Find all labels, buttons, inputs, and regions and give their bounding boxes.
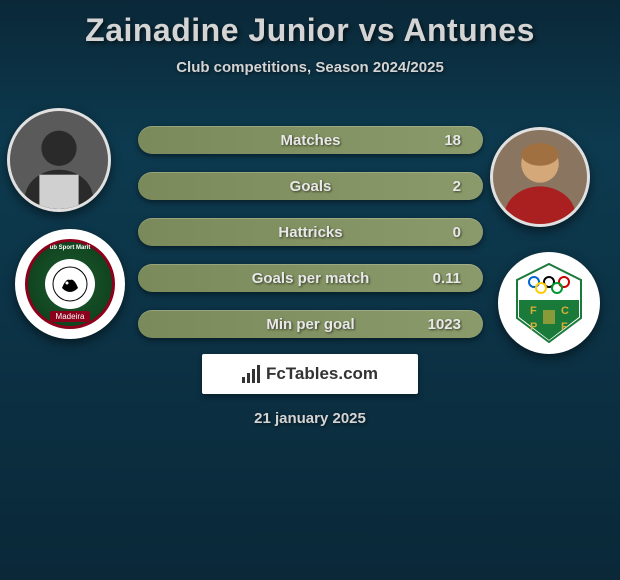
stat-label: Matches — [280, 132, 340, 149]
team-logo-left: ub Sport Marit Madeira — [15, 229, 125, 339]
fctables-label: FcTables.com — [266, 364, 378, 384]
team-logo-right: F C P F — [498, 252, 600, 354]
avatar-placeholder-icon — [493, 130, 587, 224]
stat-right-value: 0.11 — [431, 270, 461, 287]
crest-banner: Madeira — [50, 311, 91, 322]
stat-right-value: 18 — [431, 132, 461, 149]
crest-top-text: ub Sport Marit — [50, 245, 91, 251]
svg-text:F: F — [561, 321, 568, 333]
avatar-placeholder-icon — [10, 111, 108, 209]
stat-label: Min per goal — [266, 316, 354, 333]
stat-row-matches: Matches 18 — [138, 126, 483, 154]
stat-right-value: 2 — [431, 178, 461, 195]
stat-right-value: 1023 — [428, 316, 461, 333]
stat-label: Goals per match — [252, 270, 370, 287]
stat-right-value: 0 — [431, 224, 461, 241]
stat-label: Hattricks — [278, 224, 342, 241]
maritimo-crest: ub Sport Marit Madeira — [25, 239, 115, 329]
stat-row-hattricks: Hattricks 0 — [138, 218, 483, 246]
player-avatar-left — [7, 108, 111, 212]
svg-text:P: P — [530, 321, 537, 333]
fctables-badge[interactable]: FcTables.com — [202, 354, 418, 394]
barchart-icon — [242, 365, 260, 383]
svg-text:F: F — [530, 305, 537, 317]
comparison-card: Zainadine Junior vs Antunes Club competi… — [0, 0, 620, 580]
page-title: Zainadine Junior vs Antunes — [0, 0, 620, 49]
lion-icon — [45, 259, 95, 309]
pacos-crest: F C P F — [513, 262, 585, 344]
svg-text:C: C — [561, 305, 569, 317]
date-label: 21 january 2025 — [0, 410, 620, 427]
stat-label: Goals — [290, 178, 332, 195]
stat-row-goals: Goals 2 — [138, 172, 483, 200]
subtitle: Club competitions, Season 2024/2025 — [0, 59, 620, 76]
player-avatar-right — [490, 127, 590, 227]
stats-list: Matches 18 Goals 2 Hattricks 0 Goals per… — [138, 126, 483, 356]
stat-row-gpm: Goals per match 0.11 — [138, 264, 483, 292]
stat-row-mpg: Min per goal 1023 — [138, 310, 483, 338]
